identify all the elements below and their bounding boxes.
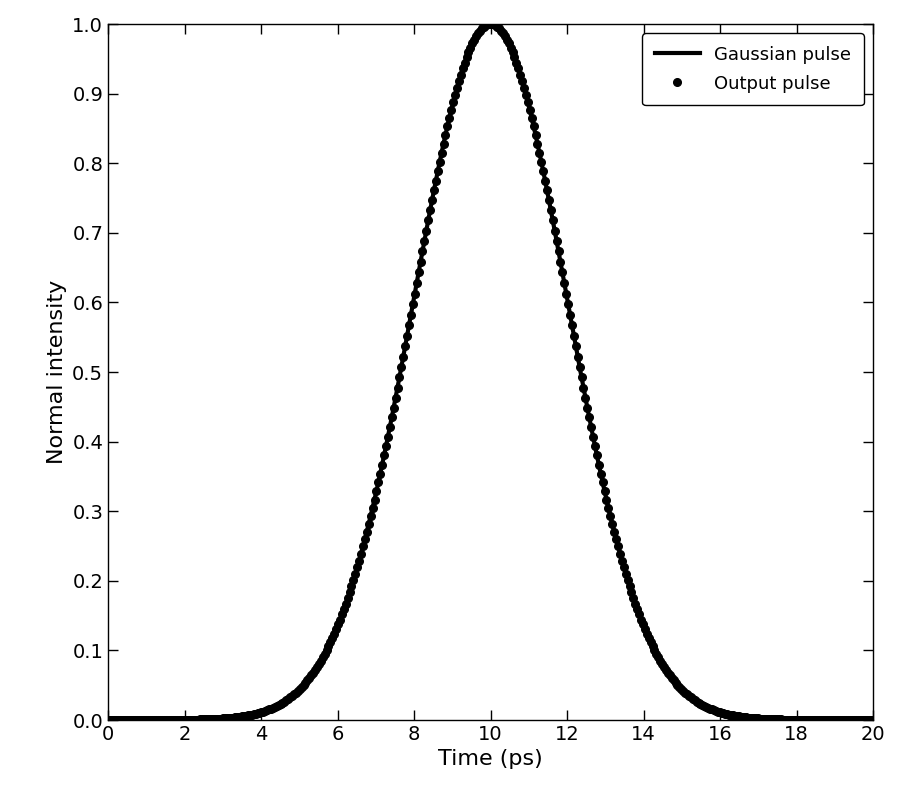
Output pulse bbox=[103, 715, 113, 725]
Output pulse bbox=[586, 422, 597, 432]
X-axis label: Time (ps): Time (ps) bbox=[438, 750, 543, 770]
Line: Gaussian pulse: Gaussian pulse bbox=[108, 24, 873, 720]
Output pulse bbox=[657, 659, 668, 669]
Gaussian pulse bbox=[474, 26, 485, 35]
Gaussian pulse bbox=[845, 715, 856, 725]
Legend: Gaussian pulse, Output pulse: Gaussian pulse, Output pulse bbox=[642, 33, 864, 105]
Output pulse bbox=[352, 562, 363, 572]
Output pulse bbox=[194, 714, 205, 724]
Gaussian pulse bbox=[454, 74, 465, 83]
Output pulse bbox=[661, 665, 671, 674]
Gaussian pulse bbox=[868, 715, 878, 725]
Output pulse bbox=[406, 310, 417, 319]
Gaussian pulse bbox=[485, 19, 496, 29]
Gaussian pulse bbox=[706, 704, 716, 714]
Output pulse bbox=[484, 19, 495, 29]
Gaussian pulse bbox=[846, 715, 857, 725]
Y-axis label: Normal intensity: Normal intensity bbox=[47, 280, 67, 464]
Gaussian pulse bbox=[141, 715, 152, 725]
Output pulse bbox=[868, 715, 878, 725]
Gaussian pulse bbox=[103, 715, 113, 725]
Line: Output pulse: Output pulse bbox=[104, 20, 877, 724]
